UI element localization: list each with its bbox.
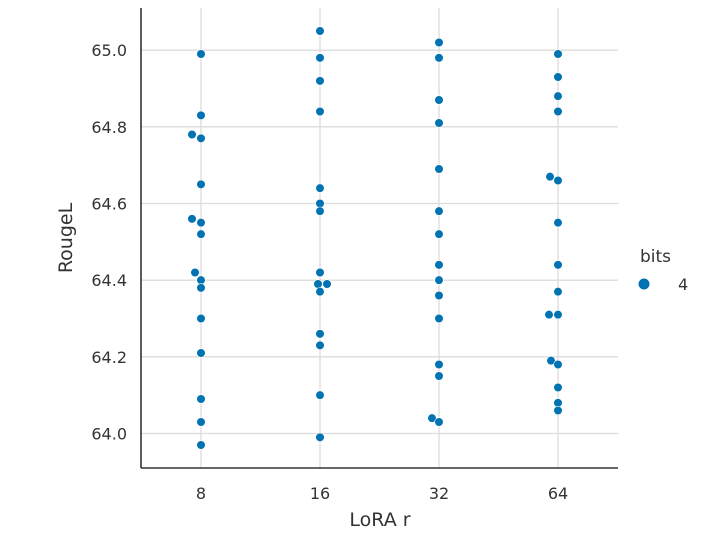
y-tick-labels: 64.0 64.2 64.4 64.6 64.8 65.0 bbox=[91, 41, 127, 443]
data-point bbox=[315, 267, 325, 278]
data-point bbox=[434, 359, 444, 370]
data-point bbox=[434, 206, 444, 216]
data-point bbox=[434, 95, 444, 105]
data-point bbox=[190, 267, 200, 278]
data-point bbox=[553, 49, 563, 59]
data-point bbox=[545, 172, 555, 182]
data-point bbox=[546, 356, 556, 366]
data-points bbox=[187, 26, 563, 450]
legend-marker bbox=[638, 278, 650, 290]
x-tick-label: 64 bbox=[548, 484, 568, 503]
data-point bbox=[315, 340, 325, 350]
y-tick-label: 65.0 bbox=[91, 41, 127, 60]
data-point bbox=[315, 106, 325, 117]
data-point bbox=[196, 133, 206, 143]
data-point bbox=[315, 390, 325, 400]
data-point bbox=[196, 348, 206, 358]
y-tick-label: 64.8 bbox=[91, 118, 127, 137]
data-point bbox=[544, 310, 554, 320]
x-axis-label: LoRA r bbox=[349, 509, 410, 531]
data-point bbox=[553, 91, 563, 101]
data-point bbox=[434, 164, 444, 174]
data-point bbox=[434, 229, 444, 239]
data-point bbox=[315, 287, 325, 297]
data-point bbox=[196, 417, 206, 427]
data-point bbox=[553, 175, 563, 186]
y-tick-label: 64.6 bbox=[91, 195, 127, 214]
data-point bbox=[196, 394, 206, 404]
data-point bbox=[196, 110, 206, 120]
data-point bbox=[434, 371, 444, 381]
data-point bbox=[553, 310, 563, 320]
data-point bbox=[315, 198, 325, 209]
data-point bbox=[553, 72, 563, 82]
legend-entries: 4 bbox=[638, 275, 688, 294]
data-point bbox=[196, 283, 206, 293]
data-point bbox=[434, 313, 444, 324]
data-point bbox=[553, 382, 563, 393]
data-point bbox=[434, 290, 444, 301]
data-point bbox=[196, 313, 206, 324]
data-point bbox=[553, 106, 563, 117]
data-point bbox=[434, 37, 444, 48]
data-point bbox=[196, 229, 206, 239]
data-point bbox=[315, 183, 325, 193]
y-tick-label: 64.2 bbox=[91, 348, 127, 367]
data-point bbox=[315, 432, 325, 442]
y-axis-label: RougeL bbox=[55, 202, 77, 273]
x-tick-labels: 8 16 32 64 bbox=[196, 484, 568, 503]
legend: bits 4 bbox=[638, 247, 688, 294]
data-point bbox=[313, 279, 323, 289]
data-point bbox=[315, 53, 325, 63]
data-point bbox=[196, 49, 206, 59]
data-point bbox=[315, 76, 325, 86]
data-point bbox=[322, 279, 332, 289]
axes bbox=[140, 8, 618, 469]
data-point bbox=[187, 214, 197, 224]
legend-label: 4 bbox=[678, 275, 688, 294]
data-point bbox=[315, 26, 325, 36]
data-point bbox=[553, 218, 563, 228]
data-point bbox=[196, 179, 206, 189]
legend-title: bits bbox=[640, 247, 671, 267]
data-point bbox=[553, 287, 563, 297]
data-point bbox=[553, 398, 563, 408]
data-point bbox=[434, 275, 444, 285]
data-point bbox=[315, 329, 325, 339]
data-point bbox=[434, 53, 444, 63]
data-point bbox=[553, 405, 563, 416]
data-point bbox=[427, 413, 437, 423]
data-point bbox=[553, 359, 563, 370]
data-point bbox=[434, 260, 444, 270]
data-point bbox=[434, 118, 444, 128]
y-tick-label: 64.0 bbox=[91, 425, 127, 444]
x-tick-label: 8 bbox=[196, 484, 206, 503]
data-point bbox=[196, 440, 206, 450]
grid bbox=[141, 8, 618, 468]
x-tick-label: 32 bbox=[429, 484, 449, 503]
x-tick-label: 16 bbox=[310, 484, 330, 503]
data-point bbox=[553, 260, 563, 270]
y-tick-label: 64.4 bbox=[91, 271, 127, 290]
data-point bbox=[196, 218, 206, 228]
data-point bbox=[196, 275, 206, 285]
data-point bbox=[315, 206, 325, 216]
data-point bbox=[434, 417, 444, 427]
data-point bbox=[187, 129, 197, 140]
